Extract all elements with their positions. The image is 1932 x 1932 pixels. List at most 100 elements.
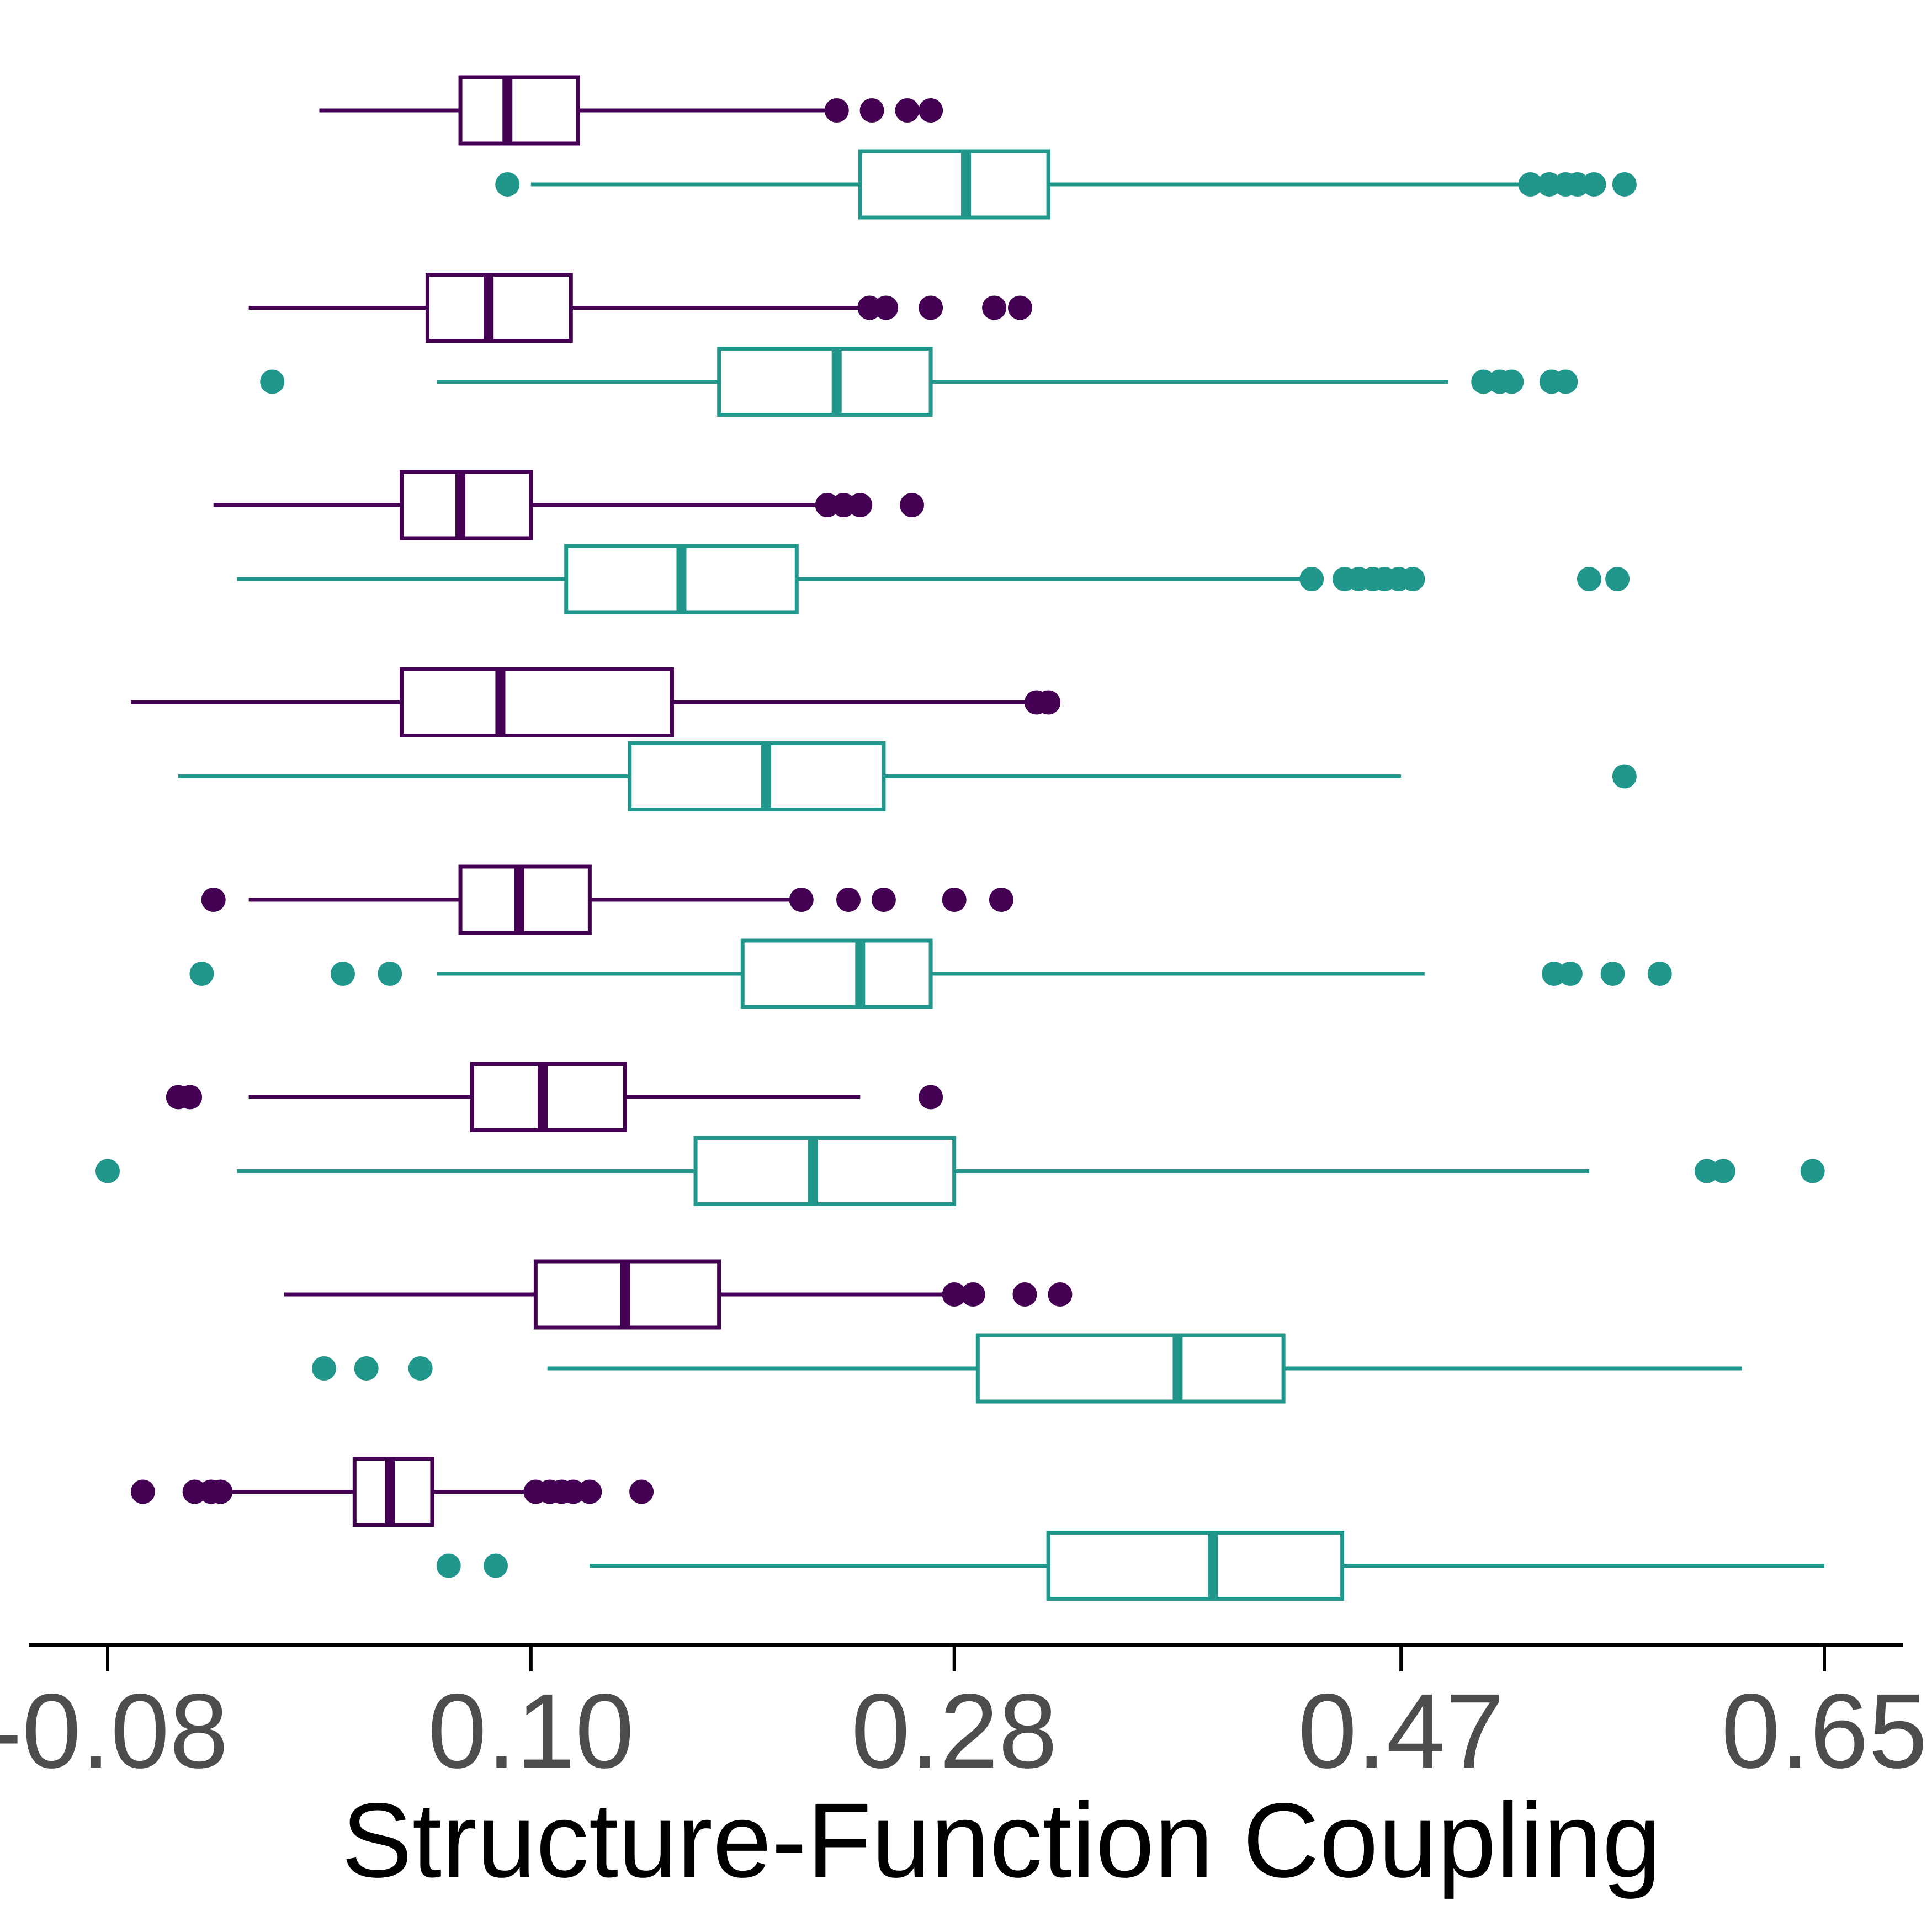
- outlier-point: [1558, 962, 1583, 986]
- outlier-point: [919, 295, 943, 320]
- box-group: [189, 864, 1672, 1009]
- series-2-box: [189, 938, 1672, 1009]
- series-1-box: [201, 864, 1013, 935]
- series-2-box: [311, 1333, 1742, 1404]
- x-ticks: -0.08 0.10 0.28 0.47 0.65: [0, 1647, 1928, 1790]
- outlier-point: [836, 888, 861, 912]
- outlier-point: [919, 1085, 943, 1110]
- box-iqr: [458, 75, 580, 146]
- x-tick-label: -0.08: [0, 1671, 229, 1790]
- series-2-box: [237, 544, 1630, 614]
- box-group: [248, 273, 1578, 417]
- outlier-point: [942, 1282, 967, 1307]
- outlier-point: [95, 1159, 120, 1183]
- outlier-point: [178, 1085, 203, 1110]
- outlier-point: [1299, 567, 1324, 591]
- outlier-point: [824, 98, 849, 123]
- outlier-point: [354, 1356, 379, 1381]
- box-iqr: [717, 347, 933, 417]
- x-tick-label: 0.65: [1721, 1671, 1928, 1790]
- outlier-point: [331, 962, 355, 986]
- series-2-box: [436, 1531, 1824, 1601]
- series-1-box: [248, 273, 1032, 343]
- outlier-point: [311, 1356, 336, 1381]
- outlier-point: [577, 1479, 602, 1504]
- outlier-point: [1036, 690, 1061, 715]
- box-iqr: [628, 741, 886, 811]
- outlier-point: [1553, 369, 1578, 394]
- box-group: [213, 470, 1630, 614]
- outlier-point: [874, 295, 899, 320]
- box-iqr: [400, 667, 674, 737]
- series-2-box: [178, 741, 1637, 811]
- outlier-point: [1605, 567, 1630, 591]
- series-1-box: [131, 667, 1061, 737]
- outlier-point: [848, 493, 873, 517]
- series-2-box: [95, 1136, 1825, 1206]
- outlier-point: [201, 888, 226, 912]
- outlier-point: [189, 962, 214, 986]
- outlier-point: [1007, 295, 1032, 320]
- outlier-point: [789, 888, 814, 912]
- outlier-point: [483, 1553, 508, 1578]
- outlier-point: [989, 888, 1013, 912]
- x-tick-label: 0.10: [428, 1671, 634, 1790]
- x-axis-title: Structure-Function Coupling: [342, 1781, 1662, 1899]
- outlier-point: [919, 98, 943, 123]
- box-iqr: [400, 470, 533, 540]
- outlier-point: [871, 888, 896, 912]
- outlier-point: [495, 172, 520, 197]
- box-iqr: [740, 938, 933, 1009]
- outlier-point: [378, 962, 402, 986]
- x-axis: -0.08 0.10 0.28 0.47 0.65: [0, 1643, 1928, 1790]
- outlier-point: [1048, 1282, 1073, 1307]
- outlier-point: [130, 1479, 155, 1504]
- outlier-point: [900, 493, 925, 517]
- box-group: [130, 1457, 1824, 1601]
- box-iqr: [470, 1062, 627, 1132]
- outlier-point: [1612, 764, 1637, 789]
- outlier-point: [208, 1479, 233, 1504]
- outlier-point: [942, 888, 967, 912]
- outlier-point: [1400, 567, 1425, 591]
- box-group: [131, 667, 1637, 811]
- outlier-point: [1647, 962, 1672, 986]
- series-2-box: [495, 149, 1637, 220]
- outlier-point: [895, 98, 920, 123]
- outlier-point: [408, 1356, 433, 1381]
- box-group: [284, 1259, 1742, 1404]
- outlier-point: [1612, 172, 1637, 197]
- series-1-box: [319, 75, 943, 146]
- x-tick-label: 0.28: [851, 1671, 1058, 1790]
- outlier-point: [1518, 172, 1543, 197]
- series-1-box: [284, 1259, 1073, 1330]
- plot-area: [95, 75, 1825, 1601]
- outlier-point: [260, 369, 285, 394]
- outlier-point: [1581, 172, 1606, 197]
- box-iqr: [425, 273, 573, 343]
- outlier-point: [1012, 1282, 1037, 1307]
- x-tick-label: 0.47: [1298, 1671, 1504, 1790]
- series-1-box: [213, 470, 925, 540]
- box-iqr: [858, 149, 1050, 220]
- box-iqr: [975, 1333, 1286, 1404]
- outlier-point: [436, 1553, 461, 1578]
- series-1-box: [130, 1457, 654, 1527]
- outlier-point: [1577, 567, 1601, 591]
- outlier-point: [1800, 1159, 1825, 1183]
- outlier-point: [859, 98, 884, 123]
- outlier-point: [960, 1282, 985, 1307]
- outlier-point: [1600, 962, 1625, 986]
- outlier-point: [629, 1479, 654, 1504]
- box-iqr: [1046, 1531, 1345, 1601]
- box-iqr: [693, 1136, 957, 1206]
- outlier-point: [982, 295, 1007, 320]
- box-iqr: [458, 864, 592, 935]
- series-1-box: [166, 1062, 943, 1132]
- outlier-point: [1499, 369, 1524, 394]
- outlier-point: [1711, 1159, 1735, 1183]
- box-group: [95, 1062, 1825, 1206]
- series-2-box: [260, 347, 1578, 417]
- box-group: [319, 75, 1637, 220]
